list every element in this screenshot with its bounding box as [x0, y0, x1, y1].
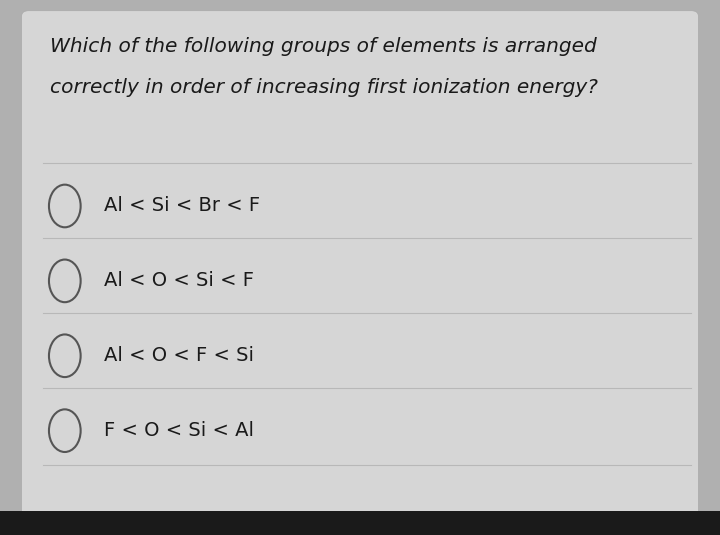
Text: Which of the following groups of elements is arranged: Which of the following groups of element… [50, 37, 597, 57]
Text: Al < O < F < Si: Al < O < F < Si [104, 346, 254, 365]
Text: F < O < Si < Al: F < O < Si < Al [104, 421, 254, 440]
Text: Al < Si < Br < F: Al < Si < Br < F [104, 196, 261, 216]
Text: correctly in order of increasing first ionization energy?: correctly in order of increasing first i… [50, 78, 598, 97]
FancyBboxPatch shape [22, 11, 698, 519]
Bar [0, 511, 720, 535]
Text: Al < O < Si < F: Al < O < Si < F [104, 271, 254, 291]
